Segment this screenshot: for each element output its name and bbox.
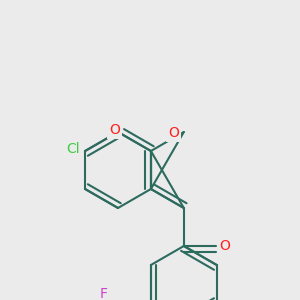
Text: O: O — [220, 239, 231, 253]
Text: Cl: Cl — [66, 142, 80, 156]
Text: O: O — [168, 126, 179, 140]
Text: O: O — [109, 123, 120, 137]
Text: F: F — [100, 286, 108, 300]
